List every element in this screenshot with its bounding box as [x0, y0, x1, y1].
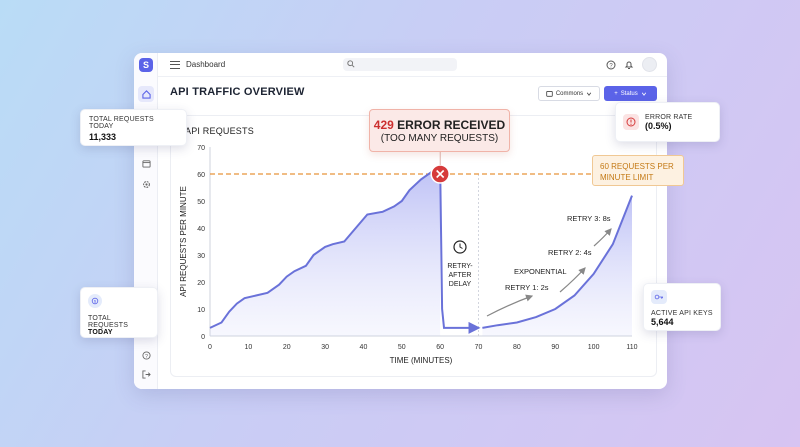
commons-select-label: Commons	[555, 90, 584, 97]
svg-text:?: ?	[145, 353, 148, 359]
total-requests-today-sublabel: TODAY	[88, 329, 113, 336]
active-api-keys-value: 5,644	[651, 317, 674, 327]
panel-title: API REQUESTS	[185, 126, 254, 136]
total-requests-today-card: $ TOTAL REQUESTS TODAY	[80, 287, 158, 338]
search-icon	[347, 60, 355, 68]
total-requests-card: TOTAL REQUESTS TODAY 11,333	[80, 109, 187, 146]
chevron-down-icon	[641, 92, 646, 96]
commons-select[interactable]: Commons	[538, 86, 600, 101]
total-requests-value: 11,333	[89, 132, 117, 142]
key-icon	[651, 290, 667, 304]
bell-icon[interactable]	[624, 60, 634, 70]
home-icon[interactable]	[138, 86, 154, 102]
settings-icon[interactable]	[138, 176, 154, 192]
active-api-keys-label: ACTIVE API KEYS	[651, 310, 713, 317]
svg-text:$: $	[94, 299, 97, 304]
status-button-label: Status	[620, 90, 638, 97]
search-input[interactable]	[343, 58, 457, 71]
calendar-icon[interactable]	[138, 155, 154, 171]
error-rate-value: (0.5%)	[645, 120, 672, 131]
app-logo[interactable]: S	[139, 58, 153, 72]
active-api-keys-card: ACTIVE API KEYS 5,644	[643, 283, 721, 331]
total-requests-today-label: TOTAL REQUESTS	[88, 315, 129, 329]
api-requests-panel: API REQUESTS	[170, 115, 657, 377]
help-circle-icon[interactable]: ?	[606, 60, 616, 70]
sidebar: S ?	[134, 53, 158, 389]
svg-text:?: ?	[609, 63, 613, 69]
error-callout: 429 ERROR RECEIVED (TOO MANY REQUESTS)	[369, 109, 510, 152]
error-text: ERROR RECEIVED	[397, 118, 506, 132]
chevron-down-icon	[587, 92, 592, 96]
avatar[interactable]	[642, 57, 657, 72]
dashboard-window: S ? Dashboard ? API TRAFFIC OVERVIEW	[134, 53, 667, 389]
top-bar: Dashboard ?	[158, 53, 667, 77]
plus-icon: +	[614, 90, 618, 97]
total-requests-label: TOTAL REQUESTS TODAY	[89, 116, 154, 130]
menu-icon[interactable]	[170, 60, 180, 69]
logout-icon[interactable]	[138, 366, 154, 382]
error-subtext: (TOO MANY REQUESTS)	[380, 133, 499, 144]
error-rate-label: ERROR RATE	[645, 113, 693, 121]
breadcrumb[interactable]: Dashboard	[186, 60, 226, 69]
calendar-small-icon	[546, 90, 553, 97]
status-button[interactable]: + Status	[604, 86, 657, 101]
coin-icon: $	[88, 294, 102, 308]
help-icon[interactable]: ?	[138, 347, 154, 363]
error-rate-icon	[623, 114, 639, 130]
error-rate-card: ERROR RATE (0.5%)	[615, 102, 720, 142]
limit-callout: 60 REQUESTS PER MINUTE LIMIT	[592, 155, 684, 186]
page-title: API TRAFFIC OVERVIEW	[170, 86, 305, 98]
error-code: 429	[373, 118, 394, 132]
